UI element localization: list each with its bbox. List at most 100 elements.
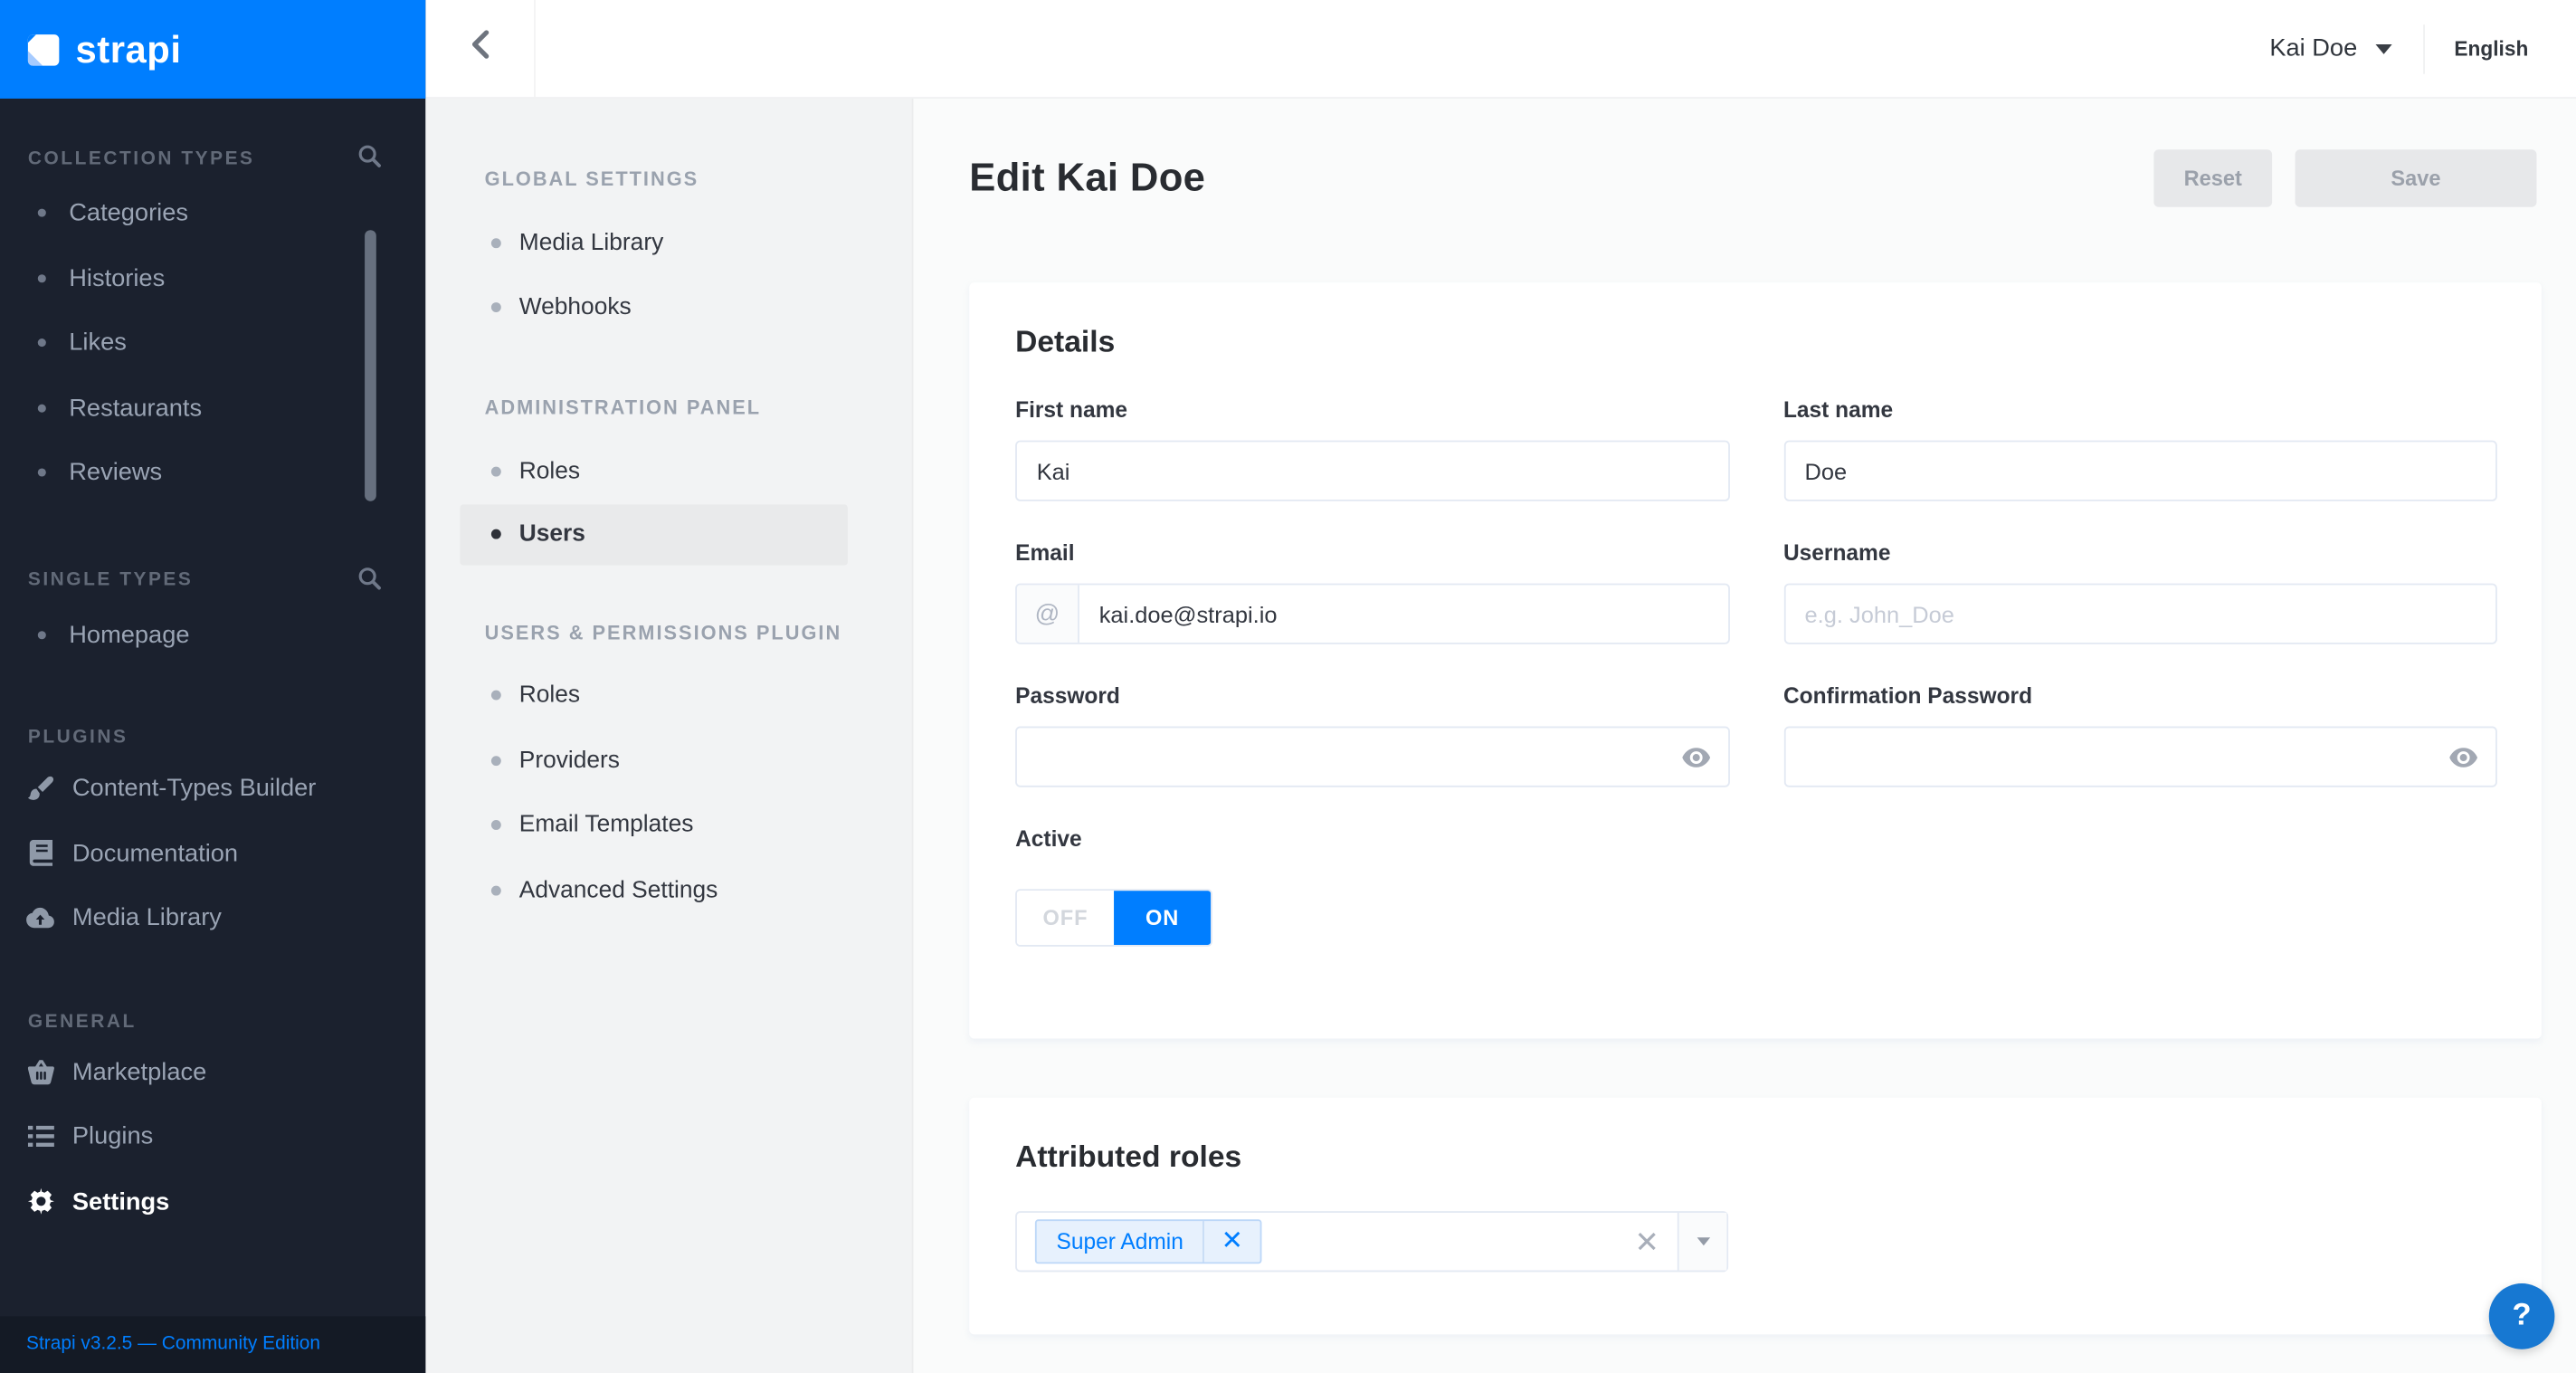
sidebar-item-marketplace[interactable]: Marketplace [0,1039,425,1104]
bullet-icon [490,529,501,539]
help-button[interactable]: ? [2488,1282,2555,1349]
details-form: First name Last name Email @ [1015,397,2497,787]
chevron-left-icon [471,30,489,68]
cloud-upload-icon [26,908,54,930]
user-menu[interactable]: Kai Doe [2269,34,2358,62]
email-field-block: Email @ [1015,540,1730,644]
details-card: Details First name Last name Email [969,282,2542,1039]
show-password-button[interactable] [1681,747,1710,767]
settings-item-advanced-settings[interactable]: Advanced Settings [425,858,911,923]
roles-multiselect[interactable]: Super Admin ✕ ✕ [1015,1211,1729,1273]
section-single-types: SINGLE TYPES Homepage [0,567,425,668]
username-field-block: Username [1782,540,2497,644]
first-name-input[interactable] [1016,442,1728,500]
confirmation-password-label: Confirmation Password [1782,683,2033,709]
bullet-icon [37,404,46,413]
email-input[interactable] [1079,585,1728,643]
save-button[interactable]: Save [2295,149,2537,207]
sidebar-item-categories[interactable]: Categories [0,181,425,246]
sidebar-item-documentation[interactable]: Documentation [0,821,425,886]
username-label: Username [1782,540,1891,566]
sidebar-footer: Strapi v3.2.5 — Community Edition [0,1315,426,1373]
bullet-icon [37,338,46,348]
first-name-field-block: First name [1015,397,1730,501]
section-general: GENERAL Marketplace Plugins [0,1012,425,1235]
username-input[interactable] [1784,585,2496,643]
sidebar-item-plugins[interactable]: Plugins [0,1104,425,1169]
search-icon[interactable] [358,567,381,595]
section-users-permissions-plugin: USERS & PERMISSIONS PLUGIN Roles Provide… [425,620,911,922]
sidebar-item-restaurants[interactable]: Restaurants [0,376,425,441]
settings-item-email-templates[interactable]: Email Templates [425,793,911,858]
sidebar-item-reviews[interactable]: Reviews [0,441,425,506]
main-content: Edit Kai Doe Reset Save Details First na… [913,98,2576,1373]
details-heading: Details [1015,323,1116,358]
dropdown-caret-icon [1696,1237,1710,1246]
password-input[interactable] [1016,728,1728,786]
topbar-separator [2422,24,2425,73]
bullet-icon [490,691,501,701]
page-title: Edit Kai Doe [969,155,1206,200]
password-label: Password [1015,683,1120,709]
main-sidebar: strapi COLLECTION TYPES Categories Histo… [0,0,426,1373]
version-link[interactable]: Strapi v3.2.5 — Community Edition [26,1334,321,1355]
strapi-logo[interactable]: strapi [0,0,426,99]
sidebar-item-likes[interactable]: Likes [0,310,425,376]
back-button[interactable] [425,0,536,98]
sidebar-item-settings[interactable]: Settings [0,1169,425,1235]
reset-button[interactable]: Reset [2153,149,2273,207]
language-selector[interactable]: English [2454,36,2529,61]
first-name-label: First name [1015,397,1128,423]
sidebar-nav: COLLECTION TYPES Categories Histories Li… [0,99,425,1235]
eye-icon [1681,747,1710,771]
settings-item-admin-roles[interactable]: Roles [425,439,911,504]
active-label: Active [1015,826,1082,852]
show-confirmation-password-button[interactable] [2449,747,2478,767]
confirmation-password-input[interactable] [1784,728,2496,786]
bullet-icon [490,820,501,831]
toggle-off-option[interactable]: OFF [1016,891,1115,946]
section-administration-panel: ADMINISTRATION PANEL Roles Users [425,396,911,565]
sidebar-item-content-types-builder[interactable]: Content-Types Builder [0,756,425,821]
active-toggle[interactable]: OFF ON [1015,889,1212,947]
last-name-input[interactable] [1784,442,2496,500]
bullet-icon [490,885,501,896]
paintbrush-icon [26,776,54,802]
settings-item-media-library[interactable]: Media Library [425,210,911,275]
remove-role-icon[interactable]: ✕ [1221,1226,1243,1255]
bullet-icon [37,209,46,218]
bullet-icon [37,630,46,639]
sidebar-scrollbar[interactable] [365,230,376,501]
last-name-field-block: Last name [1782,397,2497,501]
clear-selection-icon[interactable]: ✕ [1634,1225,1659,1258]
caret-down-icon[interactable] [2375,43,2392,54]
eye-icon [2449,747,2478,771]
plugins-header: PLUGINS [27,728,128,748]
section-collection-types: COLLECTION TYPES Categories Histories Li… [0,145,425,506]
toggle-on-option[interactable]: ON [1114,891,1212,946]
global-settings-header: GLOBAL SETTINGS [484,167,699,191]
book-icon [26,840,54,867]
search-icon[interactable] [358,145,381,173]
sidebar-item-homepage[interactable]: Homepage [0,602,425,667]
settings-item-admin-users[interactable]: Users [460,503,848,565]
topbar: Kai Doe English [425,0,2576,99]
select-dropdown-button[interactable] [1677,1212,1727,1271]
password-field-block: Password [1015,683,1730,787]
general-header: GENERAL [27,1011,137,1032]
at-sign-prefix: @ [1016,585,1079,643]
strapi-logo-icon [27,33,60,65]
page-header: Edit Kai Doe Reset Save [914,99,2576,207]
settings-item-up-roles[interactable]: Roles [425,663,911,729]
sidebar-item-histories[interactable]: Histories [0,245,425,310]
settings-sidebar: GLOBAL SETTINGS Media Library Webhooks A… [425,98,914,1373]
settings-item-webhooks[interactable]: Webhooks [425,275,911,340]
gear-icon [26,1188,54,1216]
section-global-settings: GLOBAL SETTINGS Media Library Webhooks [425,167,911,340]
sidebar-item-media-library[interactable]: Media Library [0,886,425,951]
settings-item-providers[interactable]: Providers [425,728,911,793]
confirmation-password-field-block: Confirmation Password [1782,683,2497,787]
attributed-roles-heading: Attributed roles [1015,1139,1242,1174]
strapi-logo-text: strapi [75,26,182,71]
